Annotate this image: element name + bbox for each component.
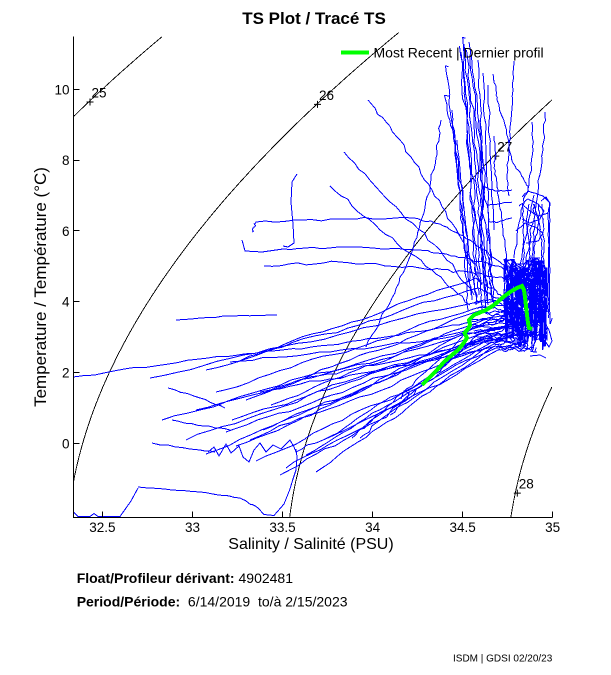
svg-text:2: 2 [62,366,70,381]
svg-text:25: 25 [92,86,107,101]
svg-text:10: 10 [54,82,69,97]
svg-text:Salinity / Salinité (PSU): Salinity / Salinité (PSU) [228,536,393,553]
svg-text:ISDM | GDSI 02/20/23: ISDM | GDSI 02/20/23 [453,654,553,665]
svg-text:28: 28 [519,477,534,492]
svg-text:0: 0 [62,436,70,451]
svg-text:4: 4 [62,295,70,310]
svg-text:8: 8 [62,153,70,168]
svg-text:Float/Profileur dérivant: 4902: Float/Profileur dérivant: 4902481 [77,570,294,586]
svg-text:32.5: 32.5 [89,520,115,535]
svg-text:6: 6 [62,224,70,239]
svg-text:26: 26 [319,88,334,103]
svg-text:Temperature / Température (°C): Temperature / Température (°C) [31,167,50,407]
svg-text:34: 34 [365,520,381,535]
svg-text:33.5: 33.5 [269,520,295,535]
svg-text:Most Recent | Dernier profil: Most Recent | Dernier profil [374,45,544,61]
svg-text:Period/Période: 6/14/2019 to: Period/Période: 6/14/2019 to/à 2/15/2023 [77,594,348,610]
svg-text:34.5: 34.5 [449,520,475,535]
svg-text:35: 35 [545,520,560,535]
svg-text:TS Plot / Tracé TS: TS Plot / Tracé TS [242,9,386,28]
svg-text:33: 33 [185,520,200,535]
